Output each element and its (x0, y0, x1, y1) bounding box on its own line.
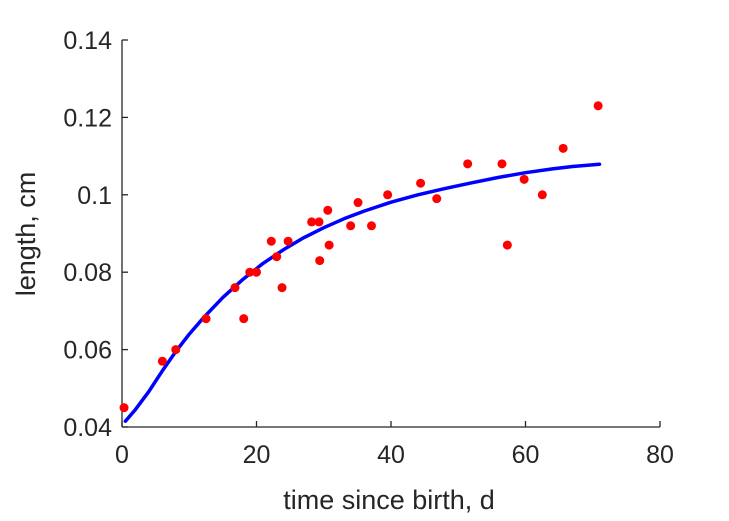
fitted-curve (123, 162, 602, 423)
data-point (272, 252, 282, 262)
y-tick-label: 0.04 (63, 414, 112, 442)
data-point (157, 356, 167, 366)
y-tick-label: 0.12 (63, 104, 112, 132)
y-tick-label: 0.1 (77, 182, 112, 210)
data-point (519, 174, 529, 184)
data-point (266, 236, 276, 246)
data-points (119, 101, 603, 413)
y-tick-label: 0.14 (63, 27, 112, 55)
x-tick-label: 40 (377, 441, 405, 469)
data-point (171, 345, 181, 355)
data-point (119, 403, 129, 413)
data-point (463, 159, 473, 169)
x-tick-label: 60 (512, 441, 540, 469)
x-tick-label: 80 (646, 441, 674, 469)
data-point (239, 314, 249, 324)
data-point (502, 240, 512, 250)
data-point (323, 205, 333, 215)
data-point (277, 283, 287, 293)
data-point (383, 190, 393, 200)
x-tick-label: 20 (243, 441, 271, 469)
data-point (432, 194, 442, 204)
tick-labels: 0 20 40 60 80 0.04 0.06 0.08 0.1 0.12 0.14 (63, 27, 674, 469)
data-point (307, 217, 317, 227)
data-point (283, 236, 293, 246)
data-point (353, 198, 363, 208)
data-point (230, 283, 240, 293)
data-point (346, 221, 356, 231)
data-point (324, 240, 334, 250)
data-point (537, 190, 547, 200)
y-axis-label: length, cm (11, 172, 41, 297)
data-point (593, 101, 603, 111)
tick-marks (121, 39, 661, 428)
data-point (366, 221, 376, 231)
data-point (416, 178, 426, 188)
y-tick-label: 0.06 (63, 337, 112, 365)
y-tick-label: 0.08 (63, 259, 112, 287)
data-point (201, 314, 211, 324)
axes (121, 40, 660, 428)
data-point (497, 159, 507, 169)
x-axis-label: time since birth, d (283, 485, 495, 515)
data-point (245, 267, 255, 277)
data-point (558, 143, 568, 153)
data-point (314, 217, 324, 227)
data-point (315, 256, 325, 266)
data-point (252, 267, 261, 277)
x-tick-label: 0 (115, 441, 129, 469)
